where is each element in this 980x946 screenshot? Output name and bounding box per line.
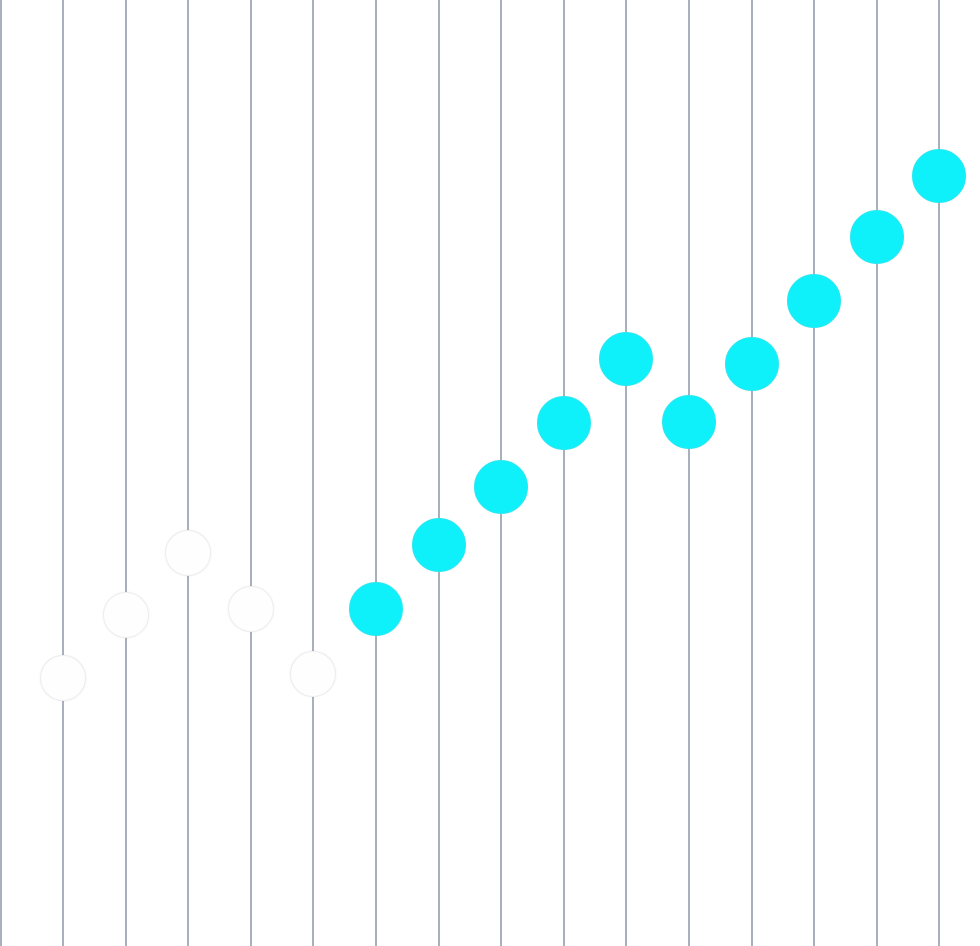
slider-track[interactable] <box>688 0 690 946</box>
slider-track[interactable] <box>312 0 315 946</box>
slider-track[interactable] <box>813 0 816 946</box>
slider-thumb-on[interactable] <box>411 517 466 572</box>
slider-thumb-off[interactable] <box>102 591 149 638</box>
slider-track[interactable] <box>249 0 252 946</box>
slider-thumb-on[interactable] <box>662 394 716 449</box>
slider-track-edge <box>0 0 2 946</box>
slider-thumb-on[interactable] <box>599 331 654 386</box>
slider-track[interactable] <box>375 0 377 946</box>
slider-thumb-on[interactable] <box>787 273 842 328</box>
slider-thumb-on[interactable] <box>849 210 904 265</box>
slider-track[interactable] <box>187 0 190 946</box>
slider-track[interactable] <box>625 0 628 946</box>
slider-track[interactable] <box>124 0 127 946</box>
slider-track[interactable] <box>437 0 440 946</box>
slider-track[interactable] <box>875 0 878 946</box>
slider-thumb-off[interactable] <box>40 655 86 702</box>
slider-thumb-off[interactable] <box>165 530 212 577</box>
slider-thumb-off[interactable] <box>290 651 337 698</box>
slider-track[interactable] <box>750 0 753 946</box>
slider-thumb-on[interactable] <box>474 460 529 515</box>
slider-track[interactable] <box>62 0 64 946</box>
slider-thumb-on[interactable] <box>536 395 591 450</box>
slider-track[interactable] <box>938 0 941 946</box>
slider-thumb-off[interactable] <box>227 586 274 633</box>
slider-thumb-on[interactable] <box>724 337 779 392</box>
slider-track[interactable] <box>562 0 565 946</box>
slider-thumb-on[interactable] <box>349 582 403 637</box>
slider-thumb-on[interactable] <box>912 148 967 203</box>
